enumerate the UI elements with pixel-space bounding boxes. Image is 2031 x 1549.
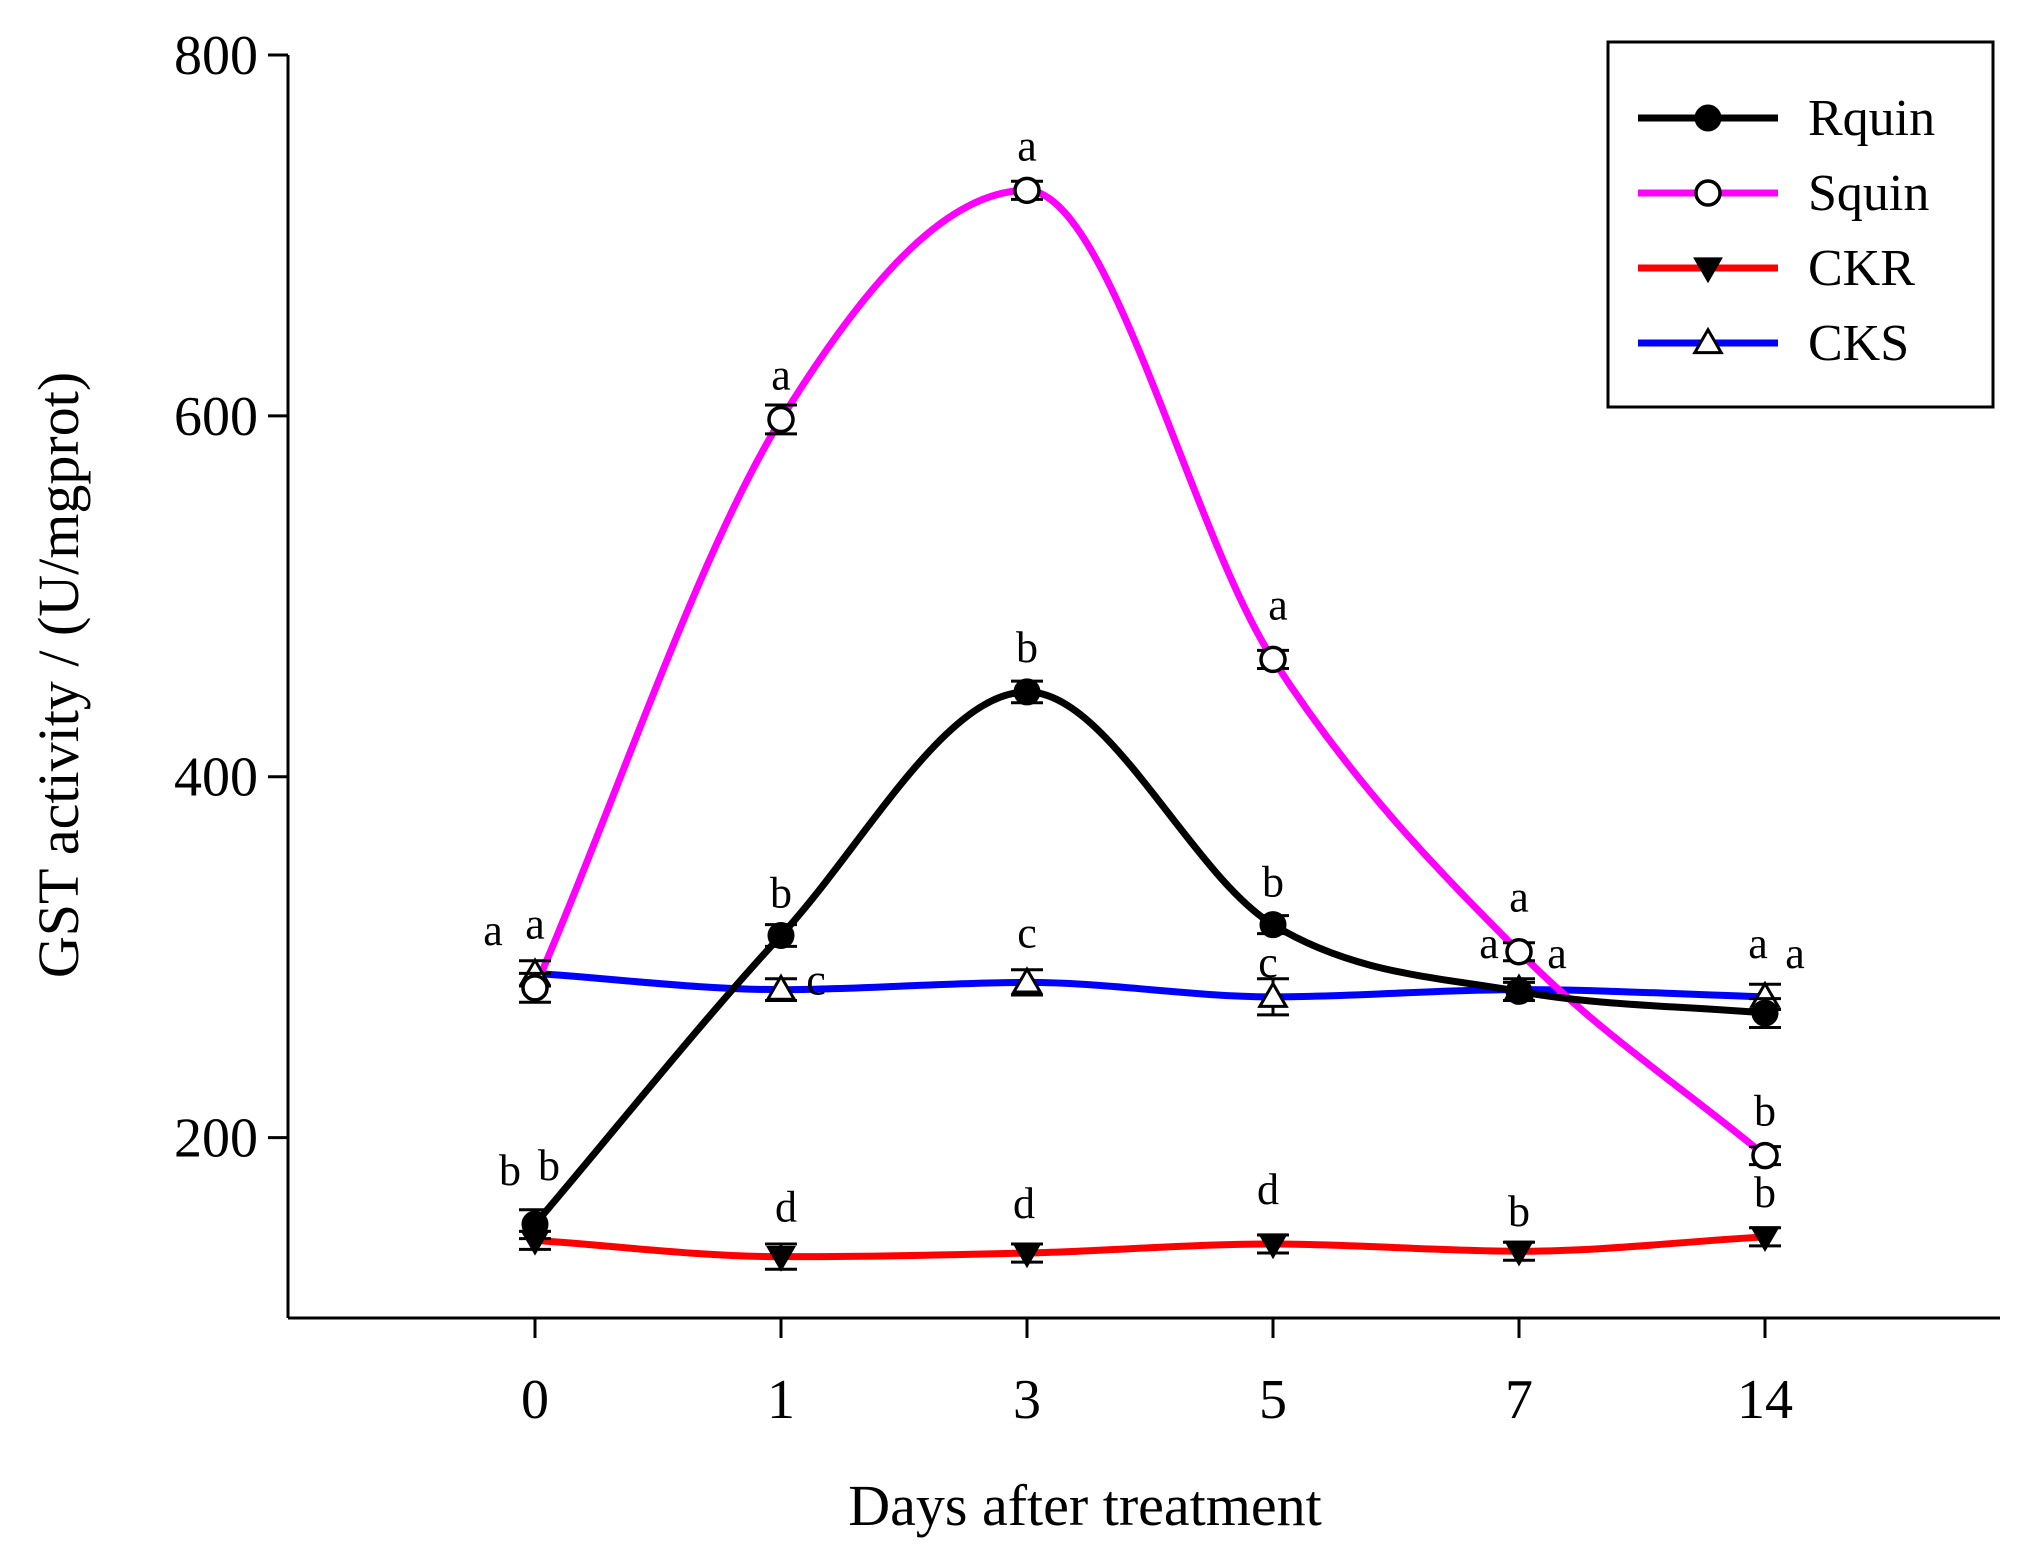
significance-label-rquin: b: [1016, 623, 1038, 672]
data-point: [767, 921, 795, 949]
data-point: [1505, 937, 1533, 966]
legend-marker: [1694, 104, 1722, 132]
legend-item-ckr: CKR: [1638, 240, 1915, 297]
x-tick-label: 0: [521, 1369, 549, 1431]
data-point: [766, 1246, 796, 1272]
series-line-rquin: [531, 688, 1769, 1228]
legend-label: Rquin: [1808, 90, 1935, 147]
significance-label-squin: a: [1268, 580, 1288, 629]
x-axis-title: Days after treatment: [848, 1473, 1321, 1538]
data-point: [1751, 999, 1779, 1027]
significance-label-ckr: b: [538, 1141, 560, 1190]
legend-item-cks: CKS: [1638, 315, 1909, 372]
y-tick-label: 600: [174, 386, 258, 448]
data-point: [521, 974, 549, 1002]
significance-label-cks: c: [1258, 938, 1278, 987]
significance-label-squin: a: [483, 906, 503, 955]
significance-label-rquin: a: [1748, 919, 1768, 968]
y-tick-label: 200: [174, 1108, 258, 1170]
data-point: [1259, 645, 1287, 674]
legend-label: CKR: [1808, 240, 1915, 297]
significance-label-cks: a: [1785, 929, 1805, 978]
series-points-rquin: [519, 678, 1781, 1241]
series-layer: [519, 176, 1781, 1272]
significance-label-rquin: b: [1262, 858, 1284, 907]
series-line-squin: [531, 186, 1769, 1160]
significance-label-squin: a: [1017, 121, 1037, 170]
data-point: [1259, 911, 1287, 939]
series-line-cks: [531, 969, 1769, 1001]
x-tick-label: 14: [1737, 1369, 1793, 1431]
data-point: [765, 973, 797, 1001]
series-points-squin: [519, 176, 1781, 1170]
data-point: [1258, 1233, 1288, 1260]
significance-label-ckr: d: [1257, 1165, 1279, 1214]
data-point: [1504, 1240, 1534, 1267]
data-point: [1751, 1141, 1779, 1170]
x-tick-label: 1: [767, 1369, 795, 1431]
significance-label-squin: a: [1509, 873, 1529, 922]
data-point: [767, 405, 795, 434]
data-point: [1505, 977, 1533, 1005]
legend-item-rquin: Rquin: [1638, 90, 1935, 147]
legend-marker: [1693, 257, 1723, 284]
data-point: [521, 1210, 549, 1238]
series-points-ckr: [519, 1226, 1781, 1272]
legend-label: Squin: [1808, 165, 1929, 222]
data-point: [1750, 1226, 1780, 1253]
significance-label-ckr: d: [775, 1183, 797, 1232]
legend-marker: [1692, 326, 1724, 355]
y-tick-label: 800: [174, 25, 258, 87]
significance-label-cks: a: [1547, 929, 1567, 978]
significance-label-cks: c: [1017, 908, 1037, 957]
legend: Rquin Squin CKR CKS: [1606, 40, 1995, 409]
significance-label-rquin: a: [1479, 919, 1499, 968]
significance-label-cks: a: [525, 899, 545, 948]
significance-label-rquin: b: [770, 868, 792, 917]
significance-label-ckr: d: [1013, 1179, 1035, 1228]
x-tick-label: 3: [1013, 1369, 1041, 1431]
x-tick-label: 5: [1259, 1369, 1287, 1431]
legend-item-squin: Squin: [1638, 165, 1929, 222]
significance-label-squin: a: [771, 350, 791, 399]
significance-label-cks: c: [806, 956, 826, 1005]
y-axis-title: GST activity / (U/mgprot): [26, 372, 91, 978]
data-point: [1257, 980, 1289, 1008]
legend-label: CKS: [1808, 315, 1909, 372]
significance-label-squin: b: [1754, 1087, 1776, 1136]
significance-label-rquin: b: [499, 1146, 521, 1195]
significance-label-ckr: b: [1754, 1168, 1776, 1217]
data-point: [1013, 176, 1041, 205]
axes: 200 400 600 800 0 1 3 5 7 14: [174, 25, 2000, 1431]
legend-marker: [1694, 179, 1722, 207]
data-point: [1012, 1242, 1042, 1269]
series-line-ckr: [531, 1233, 1769, 1261]
x-tick-label: 7: [1505, 1369, 1533, 1431]
significance-label-ckr: b: [1508, 1187, 1530, 1236]
legend-box: [1606, 40, 1995, 409]
y-tick-label: 400: [174, 747, 258, 809]
data-point: [1013, 678, 1041, 706]
data-point: [1011, 966, 1043, 994]
